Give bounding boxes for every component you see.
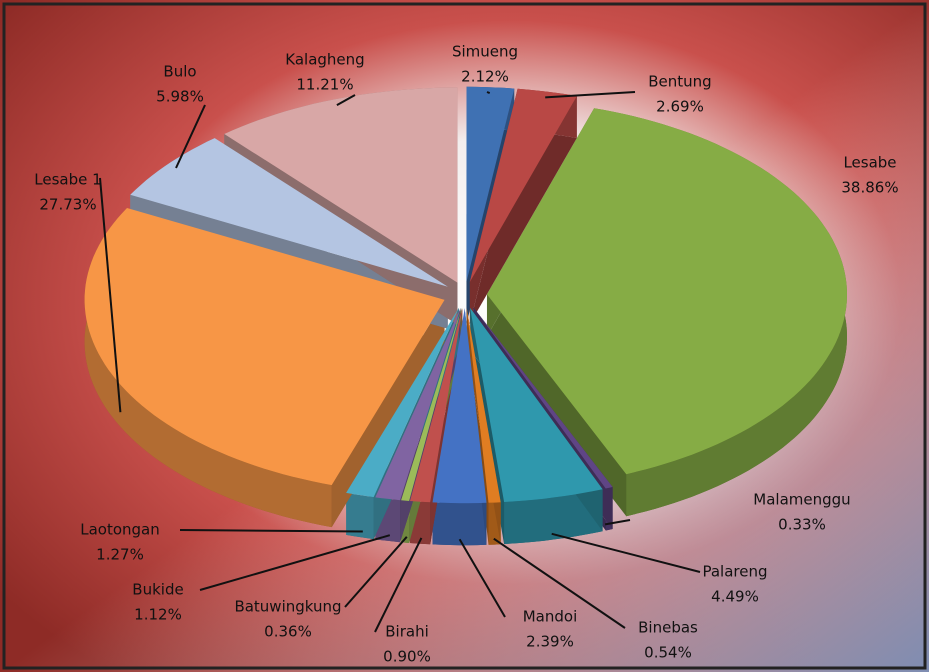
category-label: Simueng <box>452 43 518 61</box>
slice <box>346 307 459 498</box>
leader-line <box>604 519 631 526</box>
category-label: Binebas <box>638 619 698 637</box>
slice <box>410 308 463 503</box>
slice-wall <box>504 489 603 544</box>
slice <box>130 138 448 287</box>
category-label: Mandoi <box>523 608 578 626</box>
slice-wall <box>346 492 374 540</box>
leader-line <box>336 94 356 106</box>
slice-wall <box>432 502 487 546</box>
slice <box>466 86 515 282</box>
leader-line <box>199 534 391 591</box>
slice-wall <box>84 208 332 528</box>
slices <box>84 86 847 504</box>
leader-line <box>486 91 491 95</box>
value-label: 0.33% <box>778 516 826 534</box>
leader-line <box>545 91 636 99</box>
slice <box>432 308 487 504</box>
value-label: 4.49% <box>711 588 759 606</box>
labels: Simueng 2.12% Bentung 2.69% Lesabe 38.86% Mala… <box>34 43 898 666</box>
leader-line <box>493 537 626 629</box>
value-label: 0.90% <box>383 648 431 666</box>
category-label: Malamenggu <box>753 491 850 509</box>
category-label: Lesabe 1 <box>34 171 101 189</box>
value-label: 38.86% <box>841 179 898 197</box>
slice-side <box>469 130 577 325</box>
slice <box>84 208 445 486</box>
value-label: 0.36% <box>264 623 312 641</box>
slice <box>473 307 613 489</box>
slice <box>224 87 458 283</box>
value-label: 1.27% <box>96 546 144 564</box>
category-label: Bulo <box>163 63 196 81</box>
value-label: 11.21% <box>296 76 353 94</box>
category-label: Laotongan <box>80 521 160 539</box>
category-label: Palareng <box>702 563 767 581</box>
value-label: 5.98% <box>156 88 204 106</box>
leader-line <box>175 104 206 169</box>
slice <box>375 307 461 501</box>
leader-line <box>458 538 506 618</box>
category-label: Bentung <box>648 73 711 91</box>
slice <box>470 307 603 502</box>
value-label: 27.73% <box>39 196 96 214</box>
leader-line <box>374 537 423 633</box>
slice <box>486 108 847 475</box>
leader-line <box>344 536 408 608</box>
value-label: 0.54% <box>644 644 692 662</box>
category-label: Bukide <box>132 581 183 599</box>
value-label: 2.69% <box>656 98 704 116</box>
leader-line <box>179 529 363 533</box>
slice <box>401 308 462 501</box>
category-label: Birahi <box>385 623 429 641</box>
value-label: 2.39% <box>526 633 574 651</box>
slice <box>466 308 501 503</box>
category-label: Lesabe <box>843 154 896 172</box>
value-label: 1.12% <box>134 606 182 624</box>
category-label: Batuwingkung <box>234 598 341 616</box>
slice <box>469 88 577 283</box>
leader-line <box>551 532 701 573</box>
leader-line <box>99 177 122 413</box>
value-label: 2.12% <box>461 68 509 86</box>
category-label: Kalagheng <box>285 51 364 69</box>
